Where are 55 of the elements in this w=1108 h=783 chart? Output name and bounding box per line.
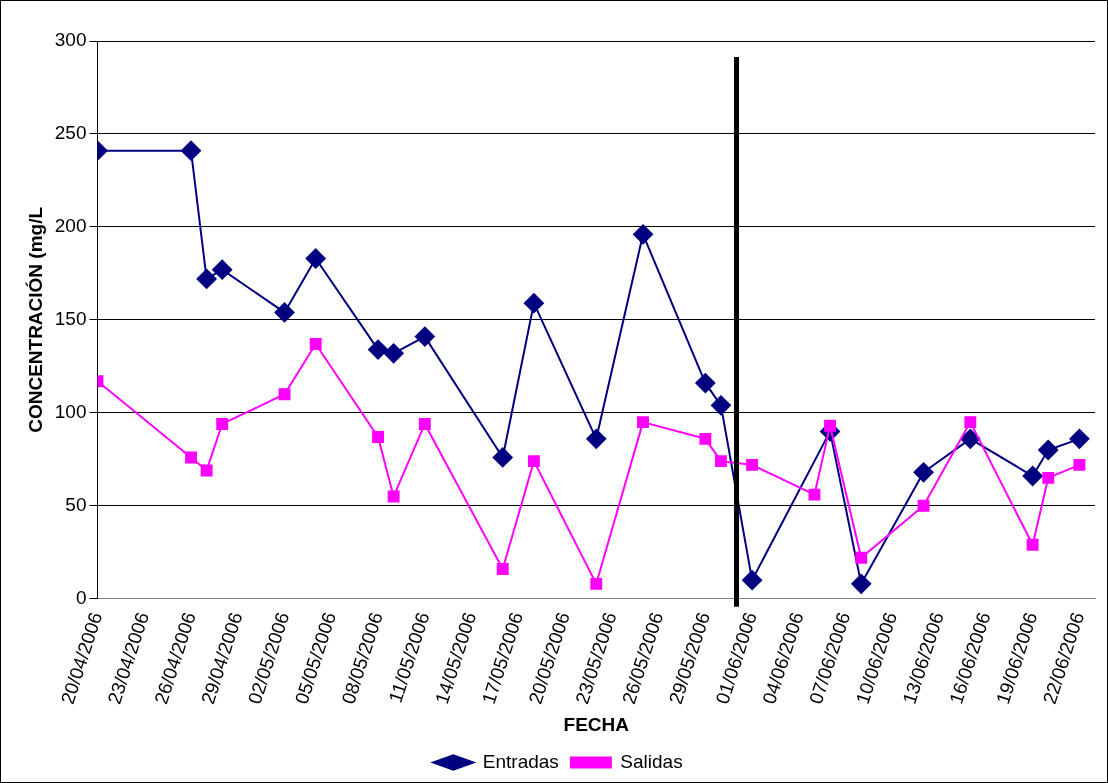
y-tick-label: 0 (75, 586, 87, 608)
point (913, 462, 934, 483)
y-axis-title: CONCENTRACIÓN (mg/L (24, 206, 46, 433)
point (855, 551, 868, 564)
y-tick-label: 50 (65, 494, 87, 515)
point (710, 395, 731, 416)
point (714, 455, 727, 468)
point (305, 248, 326, 269)
point (274, 302, 295, 323)
point (185, 451, 197, 464)
point (372, 431, 384, 443)
point (695, 373, 716, 394)
legend-label: Salidas (620, 750, 683, 772)
point (216, 418, 229, 430)
point (1073, 458, 1086, 471)
y-tick-label: 300 (54, 29, 87, 51)
point (212, 259, 233, 280)
point (808, 488, 821, 501)
point (586, 428, 607, 449)
point (637, 416, 649, 429)
point (742, 570, 763, 591)
point (523, 293, 544, 314)
point (196, 268, 217, 289)
x-axis-title: FECHA (563, 713, 630, 735)
point (699, 432, 712, 445)
point (1026, 538, 1039, 551)
point (527, 455, 540, 468)
point (1022, 466, 1043, 487)
point (964, 416, 977, 429)
point (917, 499, 930, 512)
point (418, 418, 431, 430)
y-tick-label: 150 (54, 308, 87, 330)
point (1042, 471, 1055, 484)
point (824, 419, 836, 432)
y-tick-label: 250 (54, 122, 87, 144)
legend-label: Entradas (482, 750, 559, 772)
y-tick-label: 100 (54, 401, 87, 423)
point (181, 140, 202, 161)
point (746, 458, 759, 471)
y-tick-label: 200 (54, 215, 87, 237)
point (496, 563, 509, 575)
point (492, 447, 513, 468)
point (383, 343, 404, 364)
point (1069, 428, 1090, 449)
point (851, 573, 872, 594)
point (590, 577, 603, 590)
point (200, 464, 213, 477)
point (1038, 439, 1059, 460)
point (368, 339, 389, 360)
point (960, 428, 981, 449)
point (309, 338, 322, 350)
point (414, 326, 435, 347)
point (387, 490, 400, 503)
point (633, 224, 654, 245)
point (278, 388, 291, 401)
